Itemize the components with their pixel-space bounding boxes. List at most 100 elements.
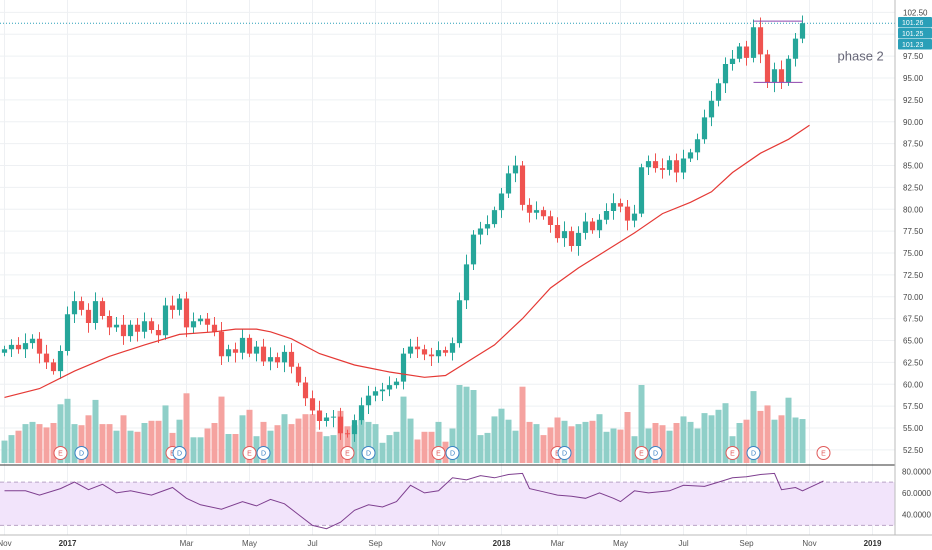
volume-bar	[652, 423, 659, 463]
candle-body	[603, 211, 610, 220]
event-label: E	[247, 451, 252, 458]
candle-body	[57, 351, 64, 372]
volume-bar	[309, 414, 316, 463]
time-tick-label: 2018	[493, 539, 511, 548]
badge-box	[898, 28, 932, 39]
volume-bar	[582, 421, 589, 463]
volume-bar	[386, 435, 393, 463]
candle-body	[246, 337, 253, 354]
price-tick-label: 95.00	[903, 74, 924, 83]
dividend-marker: D	[74, 446, 89, 460]
volume-bar	[435, 421, 442, 463]
candle-body	[687, 152, 694, 159]
time-tick-label: 2017	[59, 539, 77, 548]
candle-body	[85, 309, 92, 323]
candle-body	[267, 357, 274, 362]
volume-bar	[673, 423, 680, 463]
candle-body	[106, 316, 113, 328]
volume-bar	[701, 413, 708, 463]
candle-body	[778, 69, 785, 83]
candle-body	[239, 337, 246, 353]
candle-body	[631, 213, 638, 221]
volume-bar	[190, 437, 197, 463]
candle-body	[36, 338, 43, 354]
volume-bar	[624, 412, 631, 463]
volume-bar	[498, 408, 505, 463]
price-badge: 101.25	[898, 28, 932, 39]
candle-body	[652, 161, 659, 169]
ma-polyline	[4, 124, 810, 398]
volume-bar	[526, 421, 533, 463]
candle-body	[71, 301, 78, 315]
volume-bar	[757, 410, 764, 463]
volume-bar	[344, 426, 351, 463]
volume-bar	[274, 425, 281, 463]
candle-body	[127, 324, 134, 337]
rsi-axis[interactable]: 80.0000 60.0000 40.0000	[902, 467, 931, 519]
volume-bar	[246, 409, 253, 463]
volume-bar	[421, 431, 428, 463]
volume-bar	[743, 419, 750, 463]
volume-bar	[575, 424, 582, 463]
candle-body	[190, 321, 197, 328]
candle-body	[470, 234, 477, 265]
time-tick-label: Mar	[551, 539, 565, 548]
dividend-marker: D	[256, 446, 271, 460]
time-tick-label: May	[613, 539, 628, 548]
candle-body	[792, 38, 799, 59]
volume-bar	[36, 424, 43, 463]
event-circle	[431, 446, 446, 460]
candle-body	[722, 64, 729, 84]
volume-bar	[764, 405, 771, 463]
volume-bar	[127, 430, 134, 463]
volume-bar	[239, 415, 246, 463]
volume-bar	[547, 427, 554, 463]
price-tick-label: 62.50	[903, 358, 924, 367]
candle-body	[750, 27, 757, 58]
candle-body	[120, 324, 127, 337]
price-tick-label: 52.50	[903, 446, 924, 455]
time-tick-label: Jul	[307, 539, 317, 548]
event-circle	[725, 446, 740, 460]
candle-body	[729, 58, 736, 64]
candle-body	[43, 353, 50, 363]
volume-bar	[204, 428, 211, 463]
volume-bar	[8, 435, 15, 463]
volume-bar	[484, 432, 491, 463]
candle-body	[309, 398, 316, 411]
candle-body	[743, 46, 750, 58]
earnings-marker: E	[242, 446, 257, 460]
earnings-marker: E	[53, 446, 68, 460]
volume-bar	[400, 396, 407, 463]
volume-bar	[71, 424, 78, 463]
phase-annotation[interactable]: phase 2	[838, 49, 884, 64]
candle-body	[799, 23, 806, 39]
candle-body	[323, 417, 330, 421]
candle-body	[610, 203, 617, 211]
volume-bar	[106, 424, 113, 463]
volume-bar	[176, 419, 183, 463]
candle-body	[421, 349, 428, 355]
earnings-marker: E	[340, 446, 355, 460]
volume-bar	[64, 398, 71, 463]
volume-bar	[225, 434, 232, 463]
candle-body	[505, 173, 512, 194]
candle-body	[638, 167, 645, 214]
earnings-marker: E	[431, 446, 446, 460]
candle-body	[141, 321, 148, 332]
volume-bar	[155, 420, 162, 463]
time-axis[interactable]: Nov 2017 Mar May Jul Sep Nov 2018 Mar May Jul Sep No…	[0, 539, 882, 548]
candle-body	[50, 362, 57, 372]
badge-box	[898, 17, 932, 28]
event-label: D	[79, 451, 84, 458]
time-tick-label: Nov	[431, 539, 445, 548]
volume-bar	[722, 403, 729, 463]
volume-bar	[750, 391, 757, 463]
candle-body	[449, 343, 456, 353]
volume-bars	[1, 385, 806, 463]
volume-bar	[141, 423, 148, 463]
volume-bar	[218, 396, 225, 463]
event-circle	[746, 446, 761, 460]
range-lines	[0, 20, 895, 83]
